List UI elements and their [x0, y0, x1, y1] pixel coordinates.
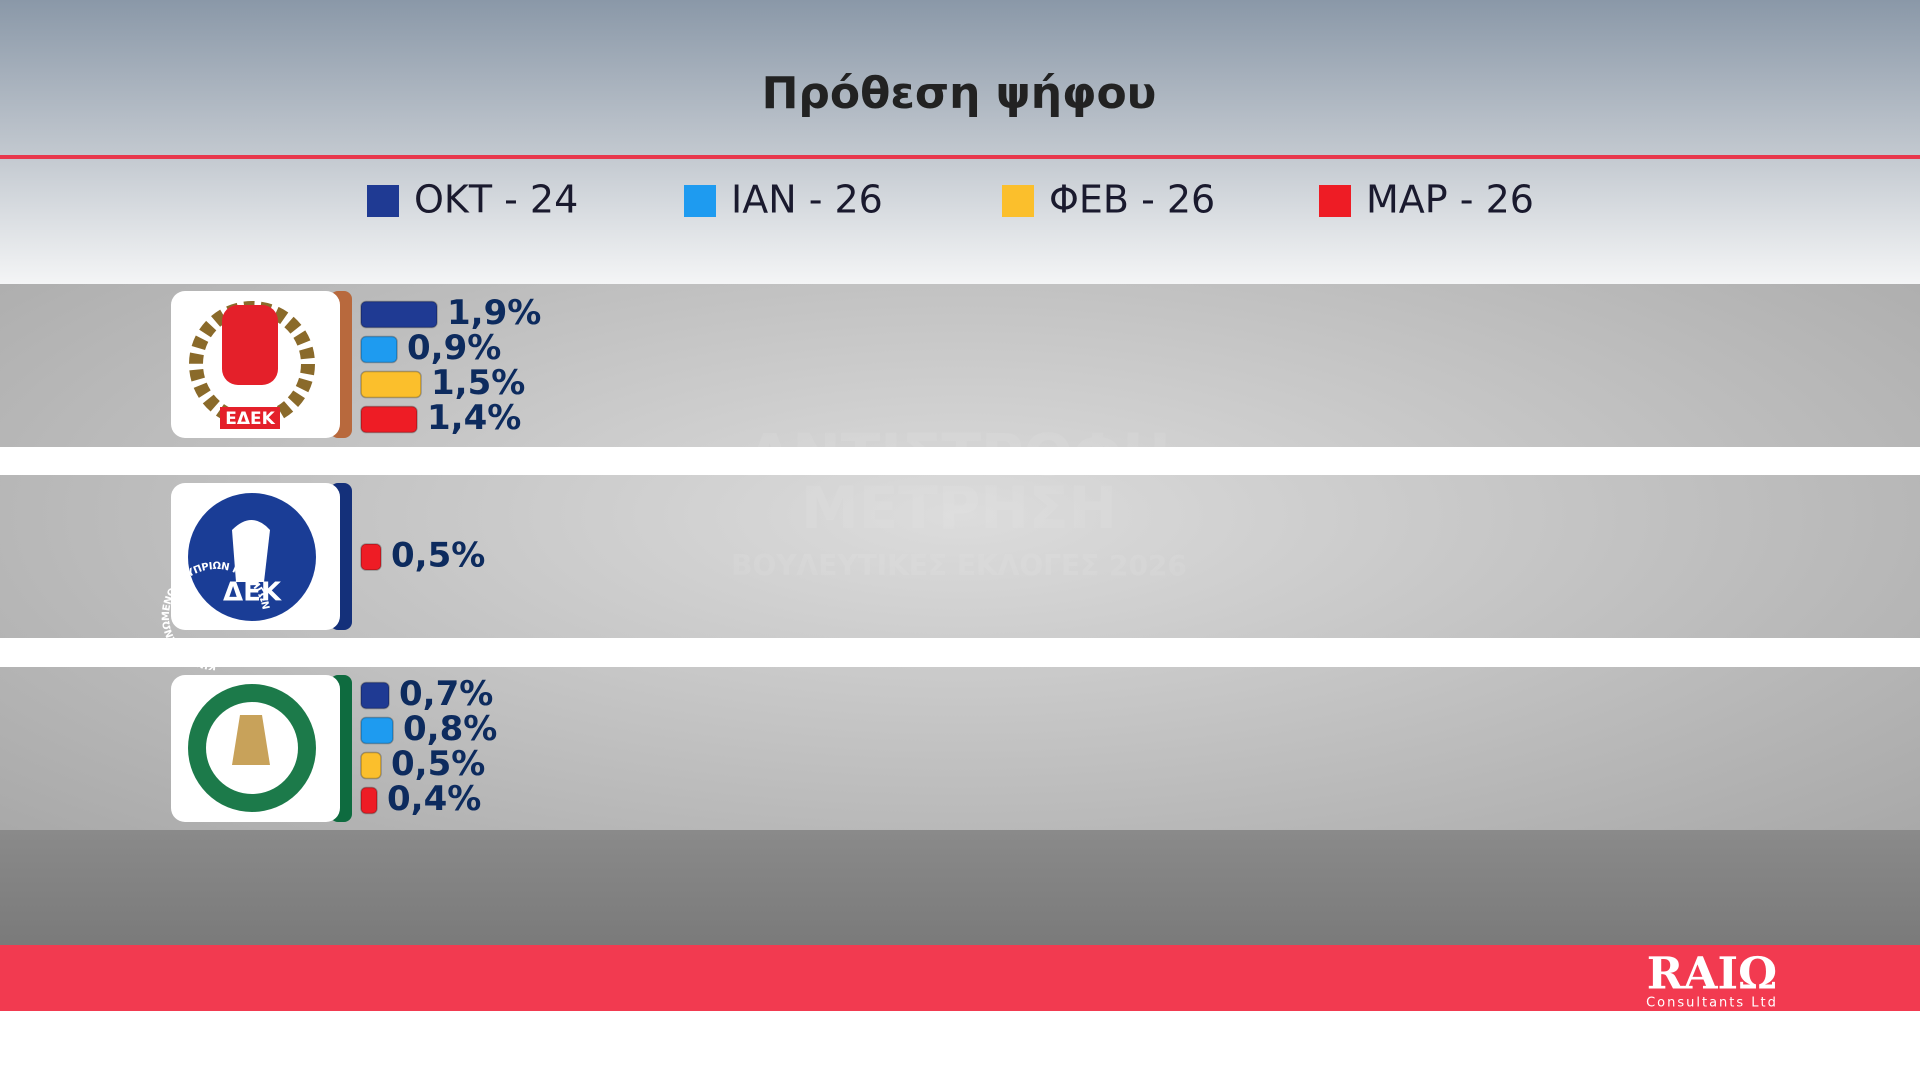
logo-label: ΕΔΕΚ: [225, 409, 275, 429]
value-label: 0,5%: [391, 744, 485, 784]
bar: [360, 370, 422, 399]
bar: [360, 335, 398, 364]
logo-fist: [222, 305, 278, 385]
row-gap: [0, 638, 1920, 667]
bar: [360, 405, 418, 434]
value-label: 0,8%: [403, 709, 497, 749]
value-label: 0,5%: [391, 536, 485, 576]
bar: [360, 751, 382, 780]
divider: [0, 155, 1920, 159]
watermark: ΑΝΤΙΣΤΡΟΦΗ ΜΕΤΡΗΣΗ ΒΟΥΛΕΥΤΙΚΕΣ ΕΚΛΟΓΕΣ 2…: [731, 421, 1187, 582]
logo-figure: [232, 715, 270, 765]
bar: [360, 786, 378, 815]
bar: [360, 716, 394, 745]
brand: RAIΩ: [1647, 949, 1777, 1000]
brand-sub: Consultants Ltd: [1646, 996, 1778, 1011]
watermark-text: ΜΕΤΡΗΣΗ: [801, 474, 1117, 542]
legend-label: ΦΕΒ - 26: [1049, 178, 1215, 222]
legend-swatch: [1319, 185, 1351, 217]
logo-label-bg: [220, 407, 280, 429]
row-gap: [0, 447, 1920, 475]
value-label: 0,9%: [407, 328, 501, 368]
footer-band: [0, 945, 1920, 1011]
bar: [360, 300, 438, 329]
chart-title: Πρόθεση ψήφου: [762, 68, 1157, 119]
footer-white: [0, 1011, 1920, 1080]
logo-figure: [232, 520, 270, 582]
footer-gray: [0, 830, 1920, 945]
legend-swatch: [684, 185, 716, 217]
legend-label: ΙΑΝ - 26: [731, 178, 883, 222]
bar: [360, 681, 390, 710]
value-label: 0,7%: [399, 674, 493, 714]
value-label: 0,4%: [387, 779, 481, 819]
watermark-text: ΒΟΥΛΕΥΤΙΚΕΣ ΕΚΛΟΓΕΣ 2026: [731, 549, 1187, 582]
legend-label: ΜΑΡ - 26: [1366, 178, 1534, 222]
value-label: 1,4%: [427, 398, 521, 438]
header-bg: [0, 0, 1920, 284]
logo-label: ΔΕΚ: [223, 578, 282, 608]
watermark-text: ΑΝΤΙΣΤΡΟΦΗ: [747, 421, 1170, 489]
bar: [360, 543, 382, 571]
legend-swatch: [1002, 185, 1034, 217]
value-label: 1,5%: [431, 363, 525, 403]
value-label: 1,9%: [447, 293, 541, 333]
legend-swatch: [367, 185, 399, 217]
legend-label: ΟΚΤ - 24: [414, 178, 578, 222]
